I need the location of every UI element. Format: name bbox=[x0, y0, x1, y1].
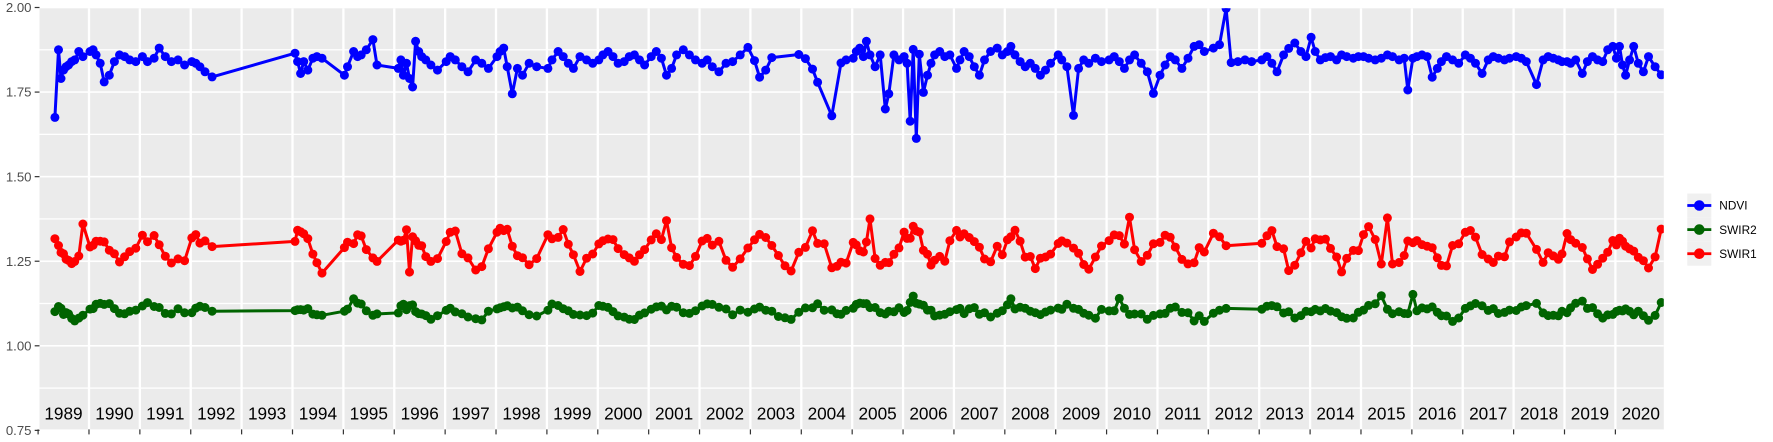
svg-text:2009: 2009 bbox=[1062, 404, 1100, 424]
svg-text:2011: 2011 bbox=[1164, 404, 1201, 424]
svg-text:2008: 2008 bbox=[1011, 404, 1049, 424]
svg-text:1997: 1997 bbox=[451, 404, 489, 424]
svg-text:2000: 2000 bbox=[604, 404, 642, 424]
svg-text:2010: 2010 bbox=[1113, 404, 1151, 424]
svg-text:2.00: 2.00 bbox=[6, 0, 32, 15]
svg-text:1998: 1998 bbox=[502, 404, 540, 424]
svg-text:2020: 2020 bbox=[1622, 404, 1660, 424]
svg-text:2014: 2014 bbox=[1316, 404, 1355, 424]
svg-text:NDVI: NDVI bbox=[1719, 199, 1747, 213]
svg-text:1993: 1993 bbox=[248, 404, 286, 424]
svg-text:2017: 2017 bbox=[1469, 404, 1507, 424]
svg-text:SWIR2: SWIR2 bbox=[1719, 223, 1756, 237]
svg-text:0.75: 0.75 bbox=[6, 423, 32, 438]
svg-text:1991: 1991 bbox=[146, 404, 184, 424]
svg-text:1992: 1992 bbox=[197, 404, 235, 424]
svg-text:2003: 2003 bbox=[757, 404, 795, 424]
svg-text:2015: 2015 bbox=[1367, 404, 1405, 424]
svg-text:1989: 1989 bbox=[44, 404, 82, 424]
svg-text:1.25: 1.25 bbox=[6, 254, 32, 269]
svg-text:2019: 2019 bbox=[1571, 404, 1609, 424]
svg-text:2001: 2001 bbox=[655, 404, 693, 424]
svg-text:1996: 1996 bbox=[401, 404, 439, 424]
svg-text:2018: 2018 bbox=[1520, 404, 1558, 424]
svg-text:2006: 2006 bbox=[909, 404, 947, 424]
svg-text:2002: 2002 bbox=[706, 404, 744, 424]
svg-text:1994: 1994 bbox=[299, 404, 338, 424]
svg-text:1990: 1990 bbox=[95, 404, 133, 424]
svg-text:1995: 1995 bbox=[350, 404, 388, 424]
svg-text:1.50: 1.50 bbox=[6, 169, 32, 184]
svg-text:2012: 2012 bbox=[1215, 404, 1253, 424]
svg-text:2004: 2004 bbox=[808, 404, 847, 424]
svg-text:1999: 1999 bbox=[553, 404, 591, 424]
svg-text:SWIR1: SWIR1 bbox=[1719, 247, 1756, 261]
svg-text:2016: 2016 bbox=[1418, 404, 1456, 424]
svg-text:2007: 2007 bbox=[960, 404, 998, 424]
svg-text:1.75: 1.75 bbox=[6, 85, 32, 100]
svg-text:1.00: 1.00 bbox=[6, 338, 32, 353]
svg-text:2005: 2005 bbox=[858, 404, 896, 424]
svg-text:2013: 2013 bbox=[1266, 404, 1304, 424]
